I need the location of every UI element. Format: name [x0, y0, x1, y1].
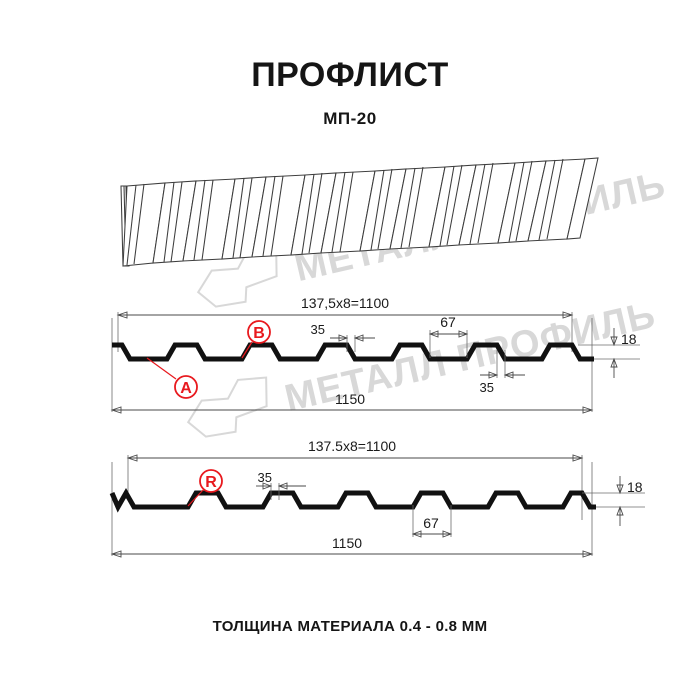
dim-pitch-top: 137,5x8=1100 [116, 295, 574, 319]
dim-height-top: 18 [578, 328, 640, 378]
dim-overall-bottom-label: 1150 [332, 535, 362, 551]
bottom-section-group: 137.5x8=1100 1150 35 [109, 438, 645, 558]
dim-overall-bottom: 1150 [110, 535, 594, 558]
marker-b-label: B [253, 325, 265, 342]
dim-overall-top-label: 1150 [335, 391, 365, 407]
marker-r-label: R [205, 474, 217, 491]
marker-r[interactable]: R [187, 469, 223, 507]
material-thickness-note: ТОЛЩИНА МАТЕРИАЛА 0.4 - 0.8 ММ [212, 618, 488, 635]
dim-rib-right-top-label: 35 [480, 380, 494, 395]
dim-pitch-top-label: 137,5x8=1100 [301, 295, 389, 311]
page-header: ПРОФЛИСТ МП-20 [0, 0, 700, 129]
dim-rib-left-top: 35 [311, 322, 375, 352]
top-section-group: 137,5x8=1100 1150 35 [110, 295, 640, 414]
dim-flat-top-label: 67 [440, 314, 456, 330]
page-title: ПРОФЛИСТ [251, 56, 449, 94]
dim-pitch-bottom-label: 137.5x8=1100 [308, 438, 396, 454]
isometric-profile-view [120, 157, 599, 267]
watermark-lower: МЕТАЛЛ ПРОФИЛЬ [186, 294, 660, 438]
dim-height-bottom: 18 [582, 476, 645, 526]
marker-b[interactable]: B [241, 320, 271, 359]
dim-flat-bottom: 67 [411, 505, 453, 538]
dim-height-top-label: 18 [621, 331, 637, 347]
dim-overall-top: 1150 [110, 391, 594, 414]
dim-rib-bottom-label: 35 [258, 470, 272, 485]
dim-flat-top: 67 [428, 314, 469, 358]
dim-height-bottom-label: 18 [627, 479, 643, 495]
marker-a-label: A [180, 380, 192, 397]
dim-rib-right-top: 35 [480, 350, 525, 395]
dim-pitch-bottom: 137.5x8=1100 [126, 438, 584, 462]
dim-rib-left-top-label: 35 [311, 322, 325, 337]
marker-a[interactable]: A [146, 357, 198, 399]
page-subtitle: МП-20 [323, 109, 377, 128]
profile-outline-top [112, 342, 594, 362]
dim-rib-bottom: 35 [256, 470, 306, 500]
dim-flat-bottom-label: 67 [423, 515, 439, 531]
profile-outline-bottom [109, 487, 596, 513]
